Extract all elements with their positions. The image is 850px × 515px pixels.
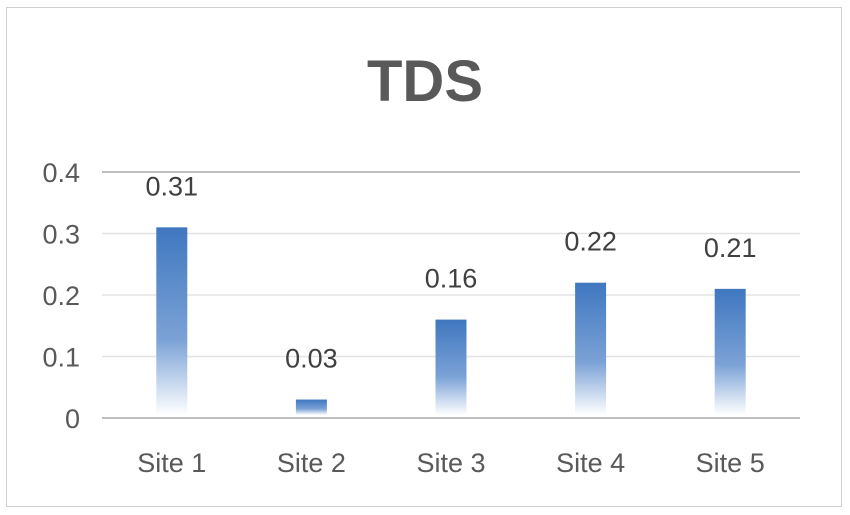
data-label: 0.21 (704, 233, 757, 263)
category-label: Site 1 (137, 448, 206, 478)
data-label: 0.22 (564, 227, 617, 257)
category-label: Site 2 (277, 448, 346, 478)
y-tick-label: 0.3 (42, 220, 80, 250)
y-tick-label: 0.1 (42, 343, 80, 373)
bars (156, 227, 746, 415)
data-label: 0.31 (146, 171, 199, 201)
category-labels: Site 1 Site 2 Site 3 Site 4 Site 5 (137, 448, 764, 478)
category-label: Site 4 (556, 448, 625, 478)
data-label: 0.16 (425, 264, 478, 294)
bar (575, 282, 607, 415)
y-axis-ticks: 0 0.1 0.2 0.3 0.4 (42, 158, 80, 434)
chart-title: TDS (367, 49, 483, 114)
y-tick-label: 0.2 (42, 281, 80, 311)
category-label: Site 5 (696, 448, 765, 478)
chart-frame (6, 7, 842, 507)
data-label: 0.03 (285, 344, 338, 374)
bar (295, 399, 327, 415)
y-tick-label: 0 (65, 404, 80, 434)
y-tick-label: 0.4 (42, 158, 80, 188)
category-label: Site 3 (416, 448, 485, 478)
bar (714, 288, 746, 415)
bar (156, 227, 188, 415)
gridlines (102, 171, 800, 419)
data-labels: 0.31 0.03 0.16 0.22 0.21 (146, 171, 757, 373)
bar (435, 319, 467, 415)
